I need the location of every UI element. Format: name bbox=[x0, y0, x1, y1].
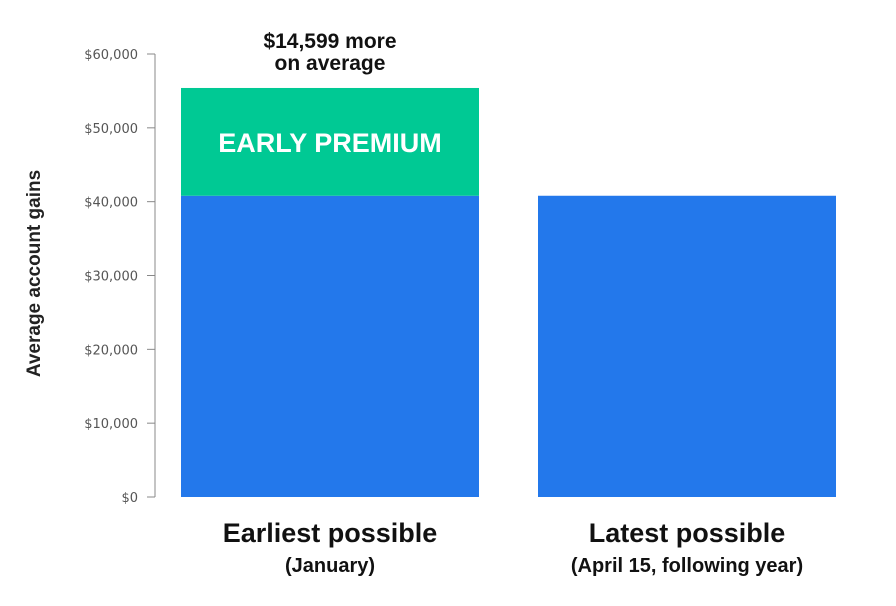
category-label: Latest possible bbox=[589, 518, 786, 548]
annotation-line: $14,599 more bbox=[263, 30, 396, 53]
y-tick-label: $20,000 bbox=[84, 343, 138, 358]
premium-bar-label: EARLY PREMIUM bbox=[218, 128, 442, 158]
bar-base-0 bbox=[181, 195, 479, 497]
y-tick-label: $10,000 bbox=[84, 417, 138, 432]
category-label: Earliest possible bbox=[223, 518, 438, 548]
y-tick-label: $50,000 bbox=[84, 122, 138, 137]
bars-group: EARLY PREMIUM bbox=[181, 87, 836, 497]
category-sublabel: (January) bbox=[285, 555, 375, 577]
premium-annotation: $14,599 more on average bbox=[263, 30, 396, 75]
y-axis: $0 $10,000 $20,000 $30,000 $40,000 $50,000 $60… bbox=[84, 48, 156, 506]
y-tick-label: $30,000 bbox=[84, 270, 138, 285]
y-tick-label: $40,000 bbox=[84, 196, 138, 211]
x-axis-labels: Earliest possible (January) Latest possibl… bbox=[223, 518, 803, 577]
bar-base-1 bbox=[538, 195, 836, 497]
bar-premium-0 bbox=[181, 87, 479, 196]
y-tick-label: $0 bbox=[121, 491, 138, 506]
annotation-line: on average bbox=[275, 52, 386, 75]
category-sublabel: (April 15, following year) bbox=[571, 555, 803, 577]
y-tick-label: $60,000 bbox=[84, 48, 138, 63]
y-axis-title: Average account gains bbox=[24, 170, 45, 377]
